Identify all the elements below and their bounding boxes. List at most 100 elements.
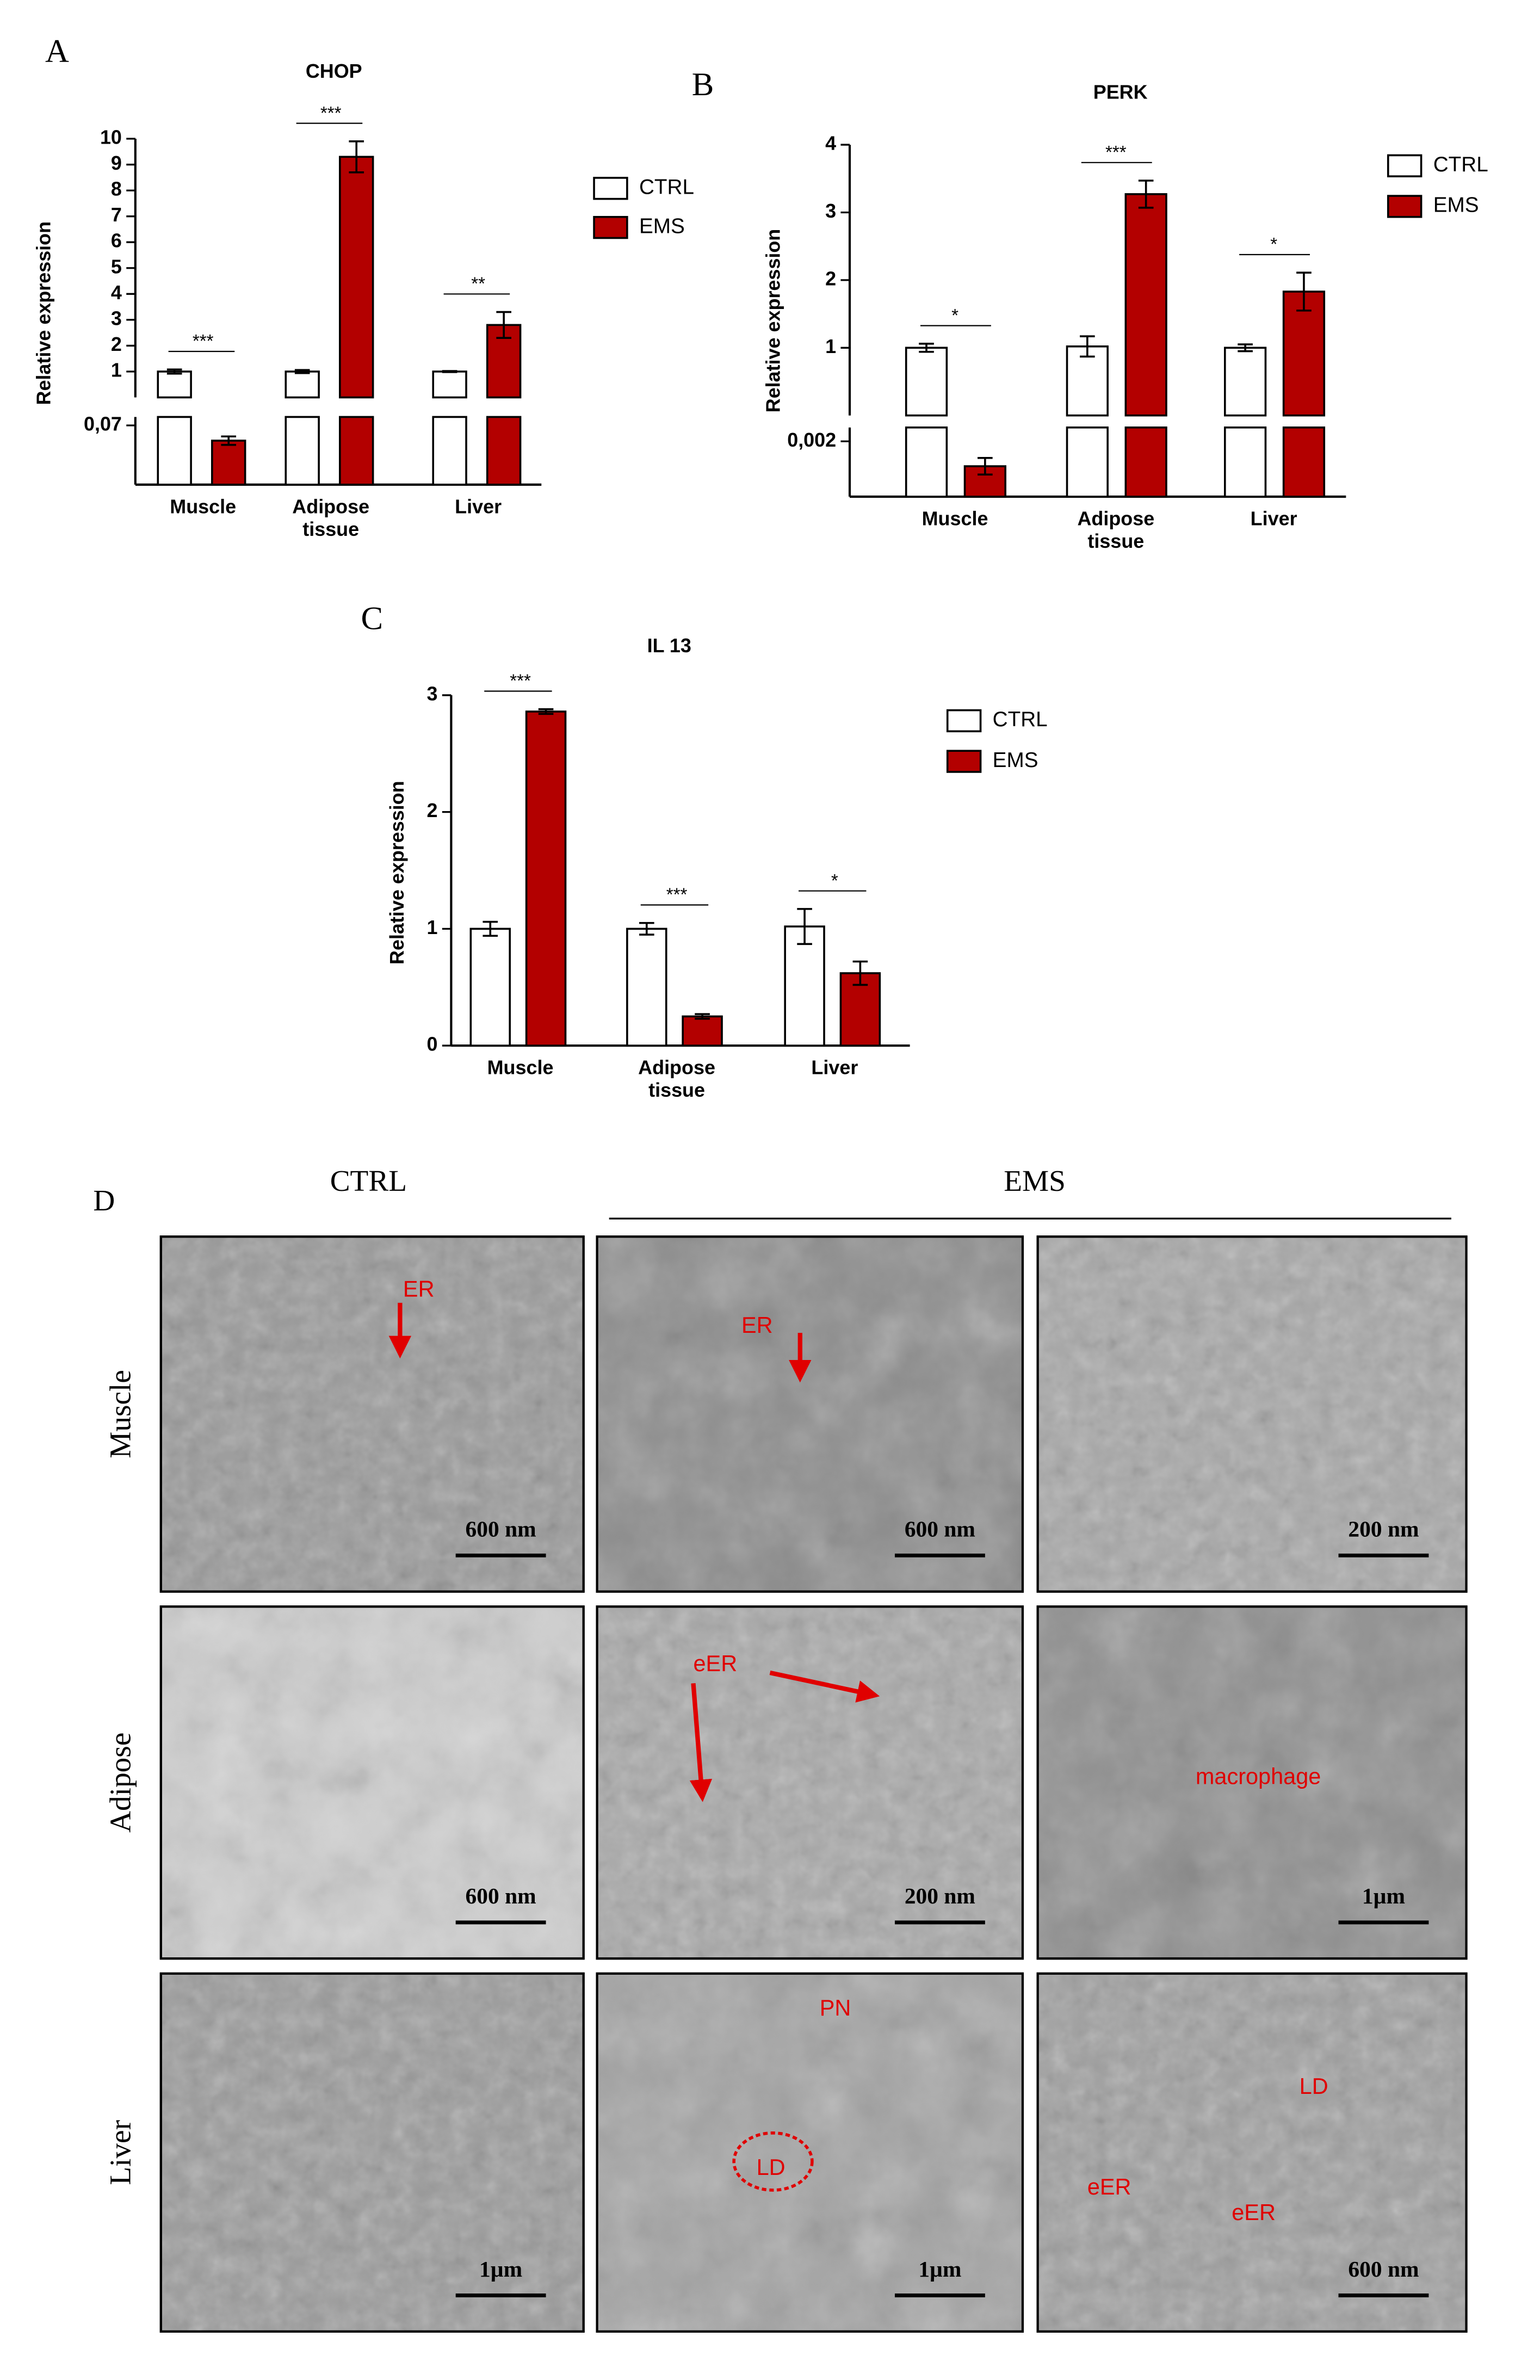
x-tick-label-box: Adipose tissue xyxy=(292,495,370,541)
legend-label: CTRL xyxy=(993,708,1048,731)
y-tick-label: 2 xyxy=(825,267,836,289)
micrograph-texture xyxy=(597,1606,1023,1959)
chart-title: PERK xyxy=(1093,81,1148,103)
y-tick-label: 8 xyxy=(111,178,122,200)
y-tick-label: 0 xyxy=(427,1033,438,1055)
x-tick-label-box: Liver xyxy=(1251,507,1297,529)
x-tick-label-box: Liver xyxy=(811,1056,858,1079)
micrograph-frame xyxy=(1036,1605,1468,1960)
bar xyxy=(285,416,320,486)
annotation: ER xyxy=(741,1312,773,1338)
significance-label: * xyxy=(1270,234,1277,255)
significance-label: *** xyxy=(510,671,531,691)
scale-bar-label: 200 nm xyxy=(905,1883,975,1908)
legend-swatch xyxy=(946,709,982,733)
micrograph-frame xyxy=(596,1972,1024,2333)
annotation: macrophage xyxy=(1196,1763,1321,1789)
legend-swatch xyxy=(946,750,982,773)
significance-label: *** xyxy=(193,331,214,351)
panel-label: A xyxy=(45,33,69,70)
x-tick-label-box: Adipose tissue xyxy=(638,1056,715,1101)
y-tick-label: 4 xyxy=(825,132,836,154)
row-label: Adipose xyxy=(103,1733,137,1833)
x-tick-label-box: Muscle xyxy=(922,507,988,529)
y-tick-label: 0,002 xyxy=(787,429,836,451)
micrograph-frame xyxy=(596,1605,1024,1960)
bar xyxy=(469,928,511,1047)
bar xyxy=(1124,193,1167,417)
y-axis-label: Relative expression xyxy=(32,221,54,405)
bar xyxy=(339,156,374,399)
bar xyxy=(1066,345,1109,417)
legend-label: EMS xyxy=(639,214,685,238)
bar xyxy=(157,416,192,486)
bar xyxy=(905,347,948,417)
x-tick-label: Adipose tissue xyxy=(292,495,370,541)
y-tick-label: 9 xyxy=(111,152,122,174)
y-tick-label: 3 xyxy=(111,307,122,329)
annotation: eER xyxy=(1232,2199,1276,2225)
bar xyxy=(626,928,667,1047)
column-header: EMS xyxy=(1004,1164,1066,1197)
micrograph-frame xyxy=(159,1605,585,1960)
bar xyxy=(905,426,948,498)
highlight-circle xyxy=(732,2131,814,2192)
micrograph-frame xyxy=(1036,1235,1468,1593)
annotation: eER xyxy=(694,1650,738,1676)
bar xyxy=(432,370,467,399)
significance-label: * xyxy=(831,871,838,891)
annotation: LD xyxy=(1300,2073,1328,2099)
row-label: Muscle xyxy=(103,1370,137,1458)
annotation: LD xyxy=(757,2154,786,2180)
micrograph-frame xyxy=(159,1235,585,1593)
column-header: CTRL xyxy=(330,1164,407,1197)
micrograph-texture xyxy=(1037,1237,1467,1592)
scale-bar-label: 600 nm xyxy=(1348,2257,1419,2282)
annotation: ER xyxy=(403,1276,435,1302)
y-tick-label: 2 xyxy=(111,333,122,355)
legend-label: CTRL xyxy=(639,175,694,199)
bar xyxy=(1066,426,1109,498)
y-axis-label: Relative expression xyxy=(386,781,408,965)
y-tick-label: 3 xyxy=(825,200,836,222)
x-tick-label: Liver xyxy=(455,495,502,518)
legend-label: EMS xyxy=(993,749,1038,772)
bar xyxy=(486,416,522,486)
micrograph-texture xyxy=(1037,1973,1467,2332)
significance-label: ** xyxy=(471,274,485,294)
bar xyxy=(1282,290,1326,417)
x-tick-label: Muscle xyxy=(170,495,237,518)
x-tick-label: Liver xyxy=(811,1056,858,1079)
bar xyxy=(339,416,374,486)
panel-label: C xyxy=(361,600,384,636)
y-tick-label: 10 xyxy=(100,126,122,149)
bar xyxy=(839,972,881,1047)
legend-label: EMS xyxy=(1433,194,1479,217)
y-tick-label: 1 xyxy=(427,916,438,938)
scale-bar-label: 1µm xyxy=(479,2257,522,2282)
legend-swatch xyxy=(1387,195,1423,218)
annotation: eER xyxy=(1087,2174,1131,2199)
panel-label: B xyxy=(692,66,714,103)
bar xyxy=(285,370,320,399)
chart-title: CHOP xyxy=(306,60,362,82)
y-tick-label: 3 xyxy=(427,682,438,704)
bar xyxy=(211,440,246,486)
scale-bar-label: 200 nm xyxy=(1348,1517,1419,1542)
legend-swatch xyxy=(593,177,628,200)
micrograph-texture xyxy=(597,1237,1023,1592)
micrograph-frame xyxy=(159,1972,585,2333)
y-tick-label: 4 xyxy=(111,281,122,304)
panel-label: D xyxy=(93,1184,115,1217)
bar xyxy=(1224,426,1267,498)
y-tick-label: 1 xyxy=(825,335,836,357)
x-tick-label: Muscle xyxy=(487,1056,554,1079)
y-tick-label: 1 xyxy=(111,358,122,381)
scale-bar-label: 600 nm xyxy=(905,1517,975,1542)
significance-label: *** xyxy=(320,103,342,123)
scale-bar-label: 600 nm xyxy=(466,1517,536,1542)
bar xyxy=(1224,347,1267,417)
arrow xyxy=(689,1683,713,1802)
